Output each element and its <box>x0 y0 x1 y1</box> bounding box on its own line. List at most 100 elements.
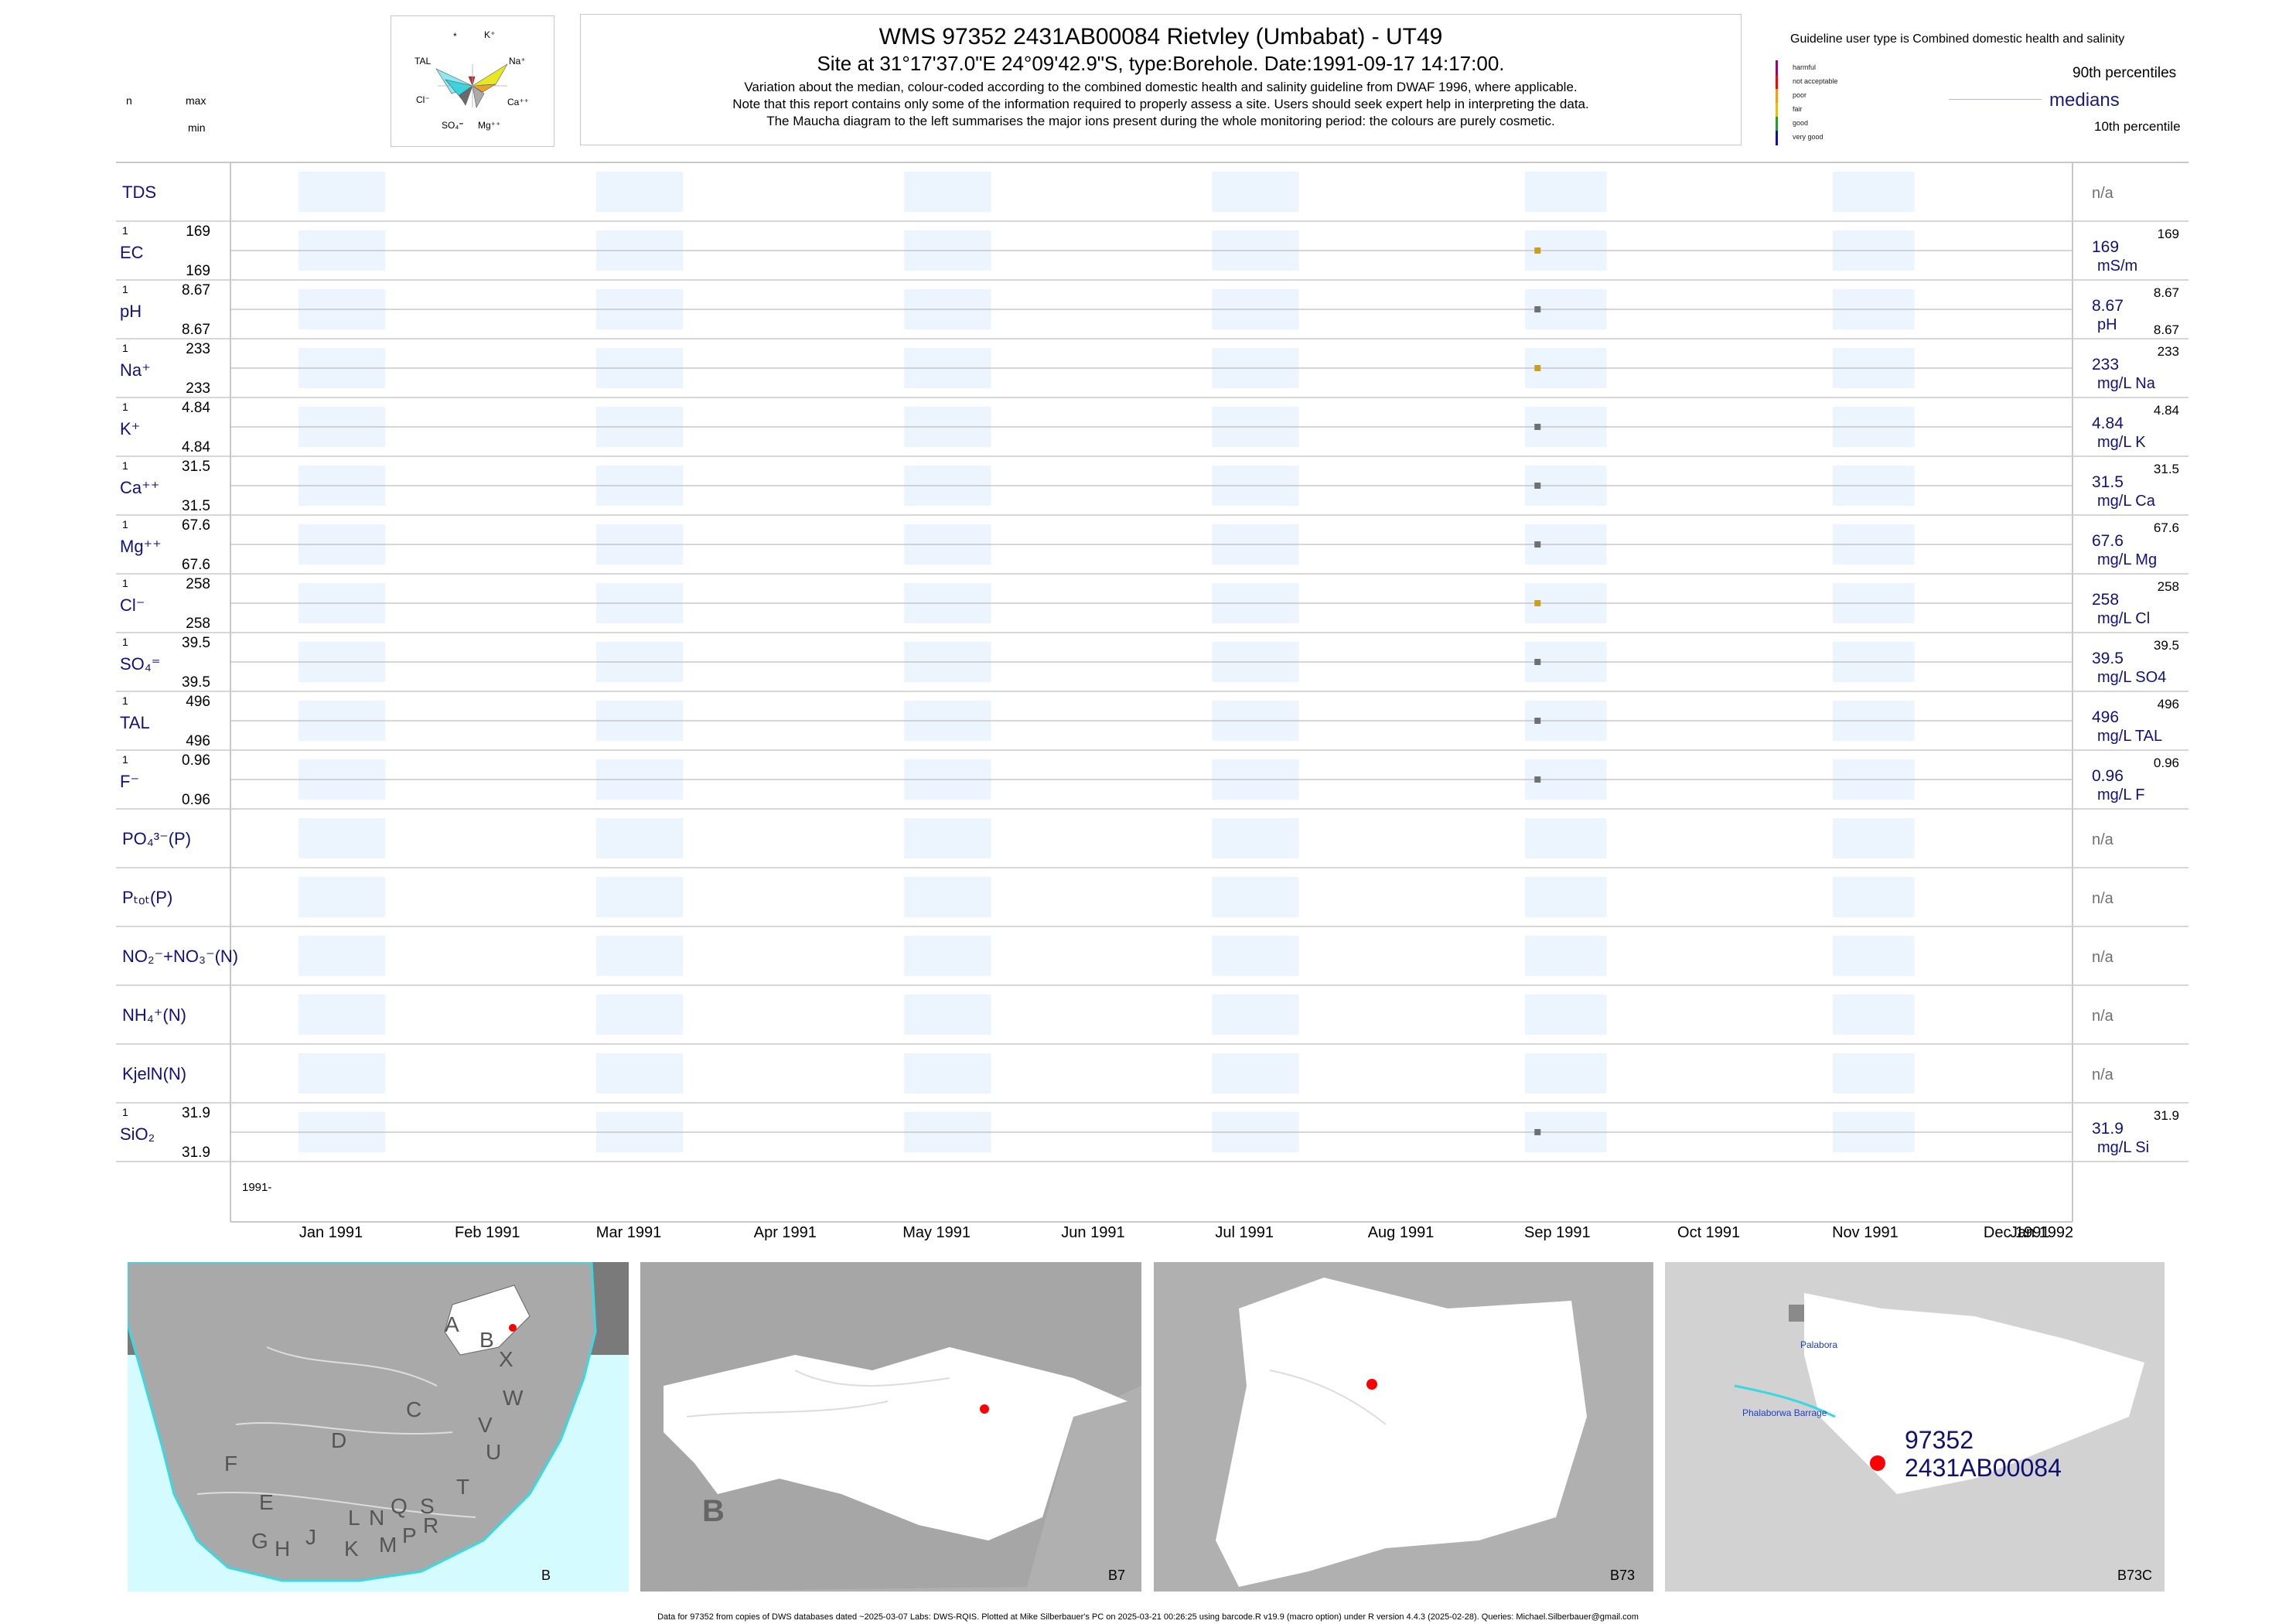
param-n-Mg: 1 <box>122 518 128 531</box>
param-p90-Mg: 67.6 <box>2154 520 2179 535</box>
month-band <box>596 936 684 976</box>
month-band <box>1832 172 1915 212</box>
map-b73c: Palabora Phalaborwa Barrage 97352 2431AB… <box>1665 1262 2165 1592</box>
map1-region-w: W <box>503 1386 524 1410</box>
month-band <box>1212 818 1299 858</box>
param-label-pH: pH <box>120 302 142 321</box>
param-unit-Na: mg/L Na <box>2097 375 2156 392</box>
guideline-colorbar <box>1776 60 1778 145</box>
data-point-Cl <box>1534 600 1541 606</box>
param-median-SO4: 39.5 <box>2092 650 2124 667</box>
month-band <box>1524 995 1607 1035</box>
month-band <box>1832 995 1915 1035</box>
param-unit-K: mg/L K <box>2097 434 2146 451</box>
month-band <box>904 1053 991 1093</box>
map1-corner-label: B <box>541 1568 551 1583</box>
map1-region-h: H <box>275 1537 291 1561</box>
map1-region-g: G <box>251 1529 268 1553</box>
param-na-KjelN: n/a <box>2092 1066 2114 1083</box>
param-label-F: F⁻ <box>120 772 139 791</box>
x-tick-label: Jan 1991 <box>299 1224 363 1241</box>
x-tick-label: May 1991 <box>902 1224 971 1241</box>
month-band <box>1832 877 1915 917</box>
title-line-1: WMS 97352 2431AB00084 Rietvley (Umbabat)… <box>878 24 1443 49</box>
title-line-3: Variation about the median, colour-coded… <box>744 80 1578 94</box>
param-p90-EC: 169 <box>2158 227 2179 241</box>
map4-site-id: 97352 <box>1905 1426 1974 1454</box>
data-point-Na <box>1534 365 1541 371</box>
map1-region-n: N <box>369 1506 385 1530</box>
map1-region-q: Q <box>391 1494 408 1518</box>
map1-region-b: B <box>479 1328 494 1352</box>
param-p90-SO4: 39.5 <box>2154 638 2179 653</box>
param-p90-K: 4.84 <box>2154 403 2179 418</box>
data-point-Ca <box>1534 483 1541 489</box>
param-median-Mg: 67.6 <box>2092 532 2124 550</box>
map1-region-c: C <box>406 1397 422 1421</box>
param-label-NOx: NO₂⁻+NO₃⁻(N) <box>122 947 238 966</box>
param-na-PO4: n/a <box>2092 831 2114 848</box>
map1-region-s: S <box>420 1494 435 1518</box>
data-point-K <box>1534 424 1541 430</box>
map-b7: B B7 <box>640 1262 1141 1592</box>
map1-region-v: V <box>478 1413 493 1437</box>
month-band <box>299 818 386 858</box>
param-max-SO4: 39.5 <box>182 635 210 651</box>
param-label-EC: EC <box>120 243 144 262</box>
header-min: min <box>188 121 206 134</box>
maucha-diagram: * K⁺ Na⁺ Ca⁺⁺ Mg⁺⁺ SO₄⁼ Cl⁻ TAL <box>391 15 554 147</box>
map2-big-letter: B <box>702 1494 725 1528</box>
param-label-PO4: PO₄³⁻(P) <box>122 829 191 848</box>
legend-p10: 10th percentile <box>2094 119 2181 134</box>
param-label-Ptot: Pₜₒₜ(P) <box>122 888 172 907</box>
param-max-Mg: 67.6 <box>182 517 210 534</box>
month-band <box>1832 936 1915 976</box>
param-n-Cl: 1 <box>122 577 128 589</box>
param-n-Ca: 1 <box>122 459 128 472</box>
param-min-EC: 169 <box>186 263 210 279</box>
maucha-label-na: Na⁺ <box>509 56 526 67</box>
maucha-label-star: * <box>453 31 457 42</box>
param-label-SiO2: SiO₂ <box>120 1124 155 1144</box>
map1-region-l: L <box>348 1506 360 1530</box>
param-label-TAL: TAL <box>120 713 150 732</box>
month-band <box>1832 1053 1915 1093</box>
param-na-TDS: n/a <box>2092 185 2114 202</box>
param-min-F: 0.96 <box>182 792 210 808</box>
param-median-SiO2: 31.9 <box>2092 1120 2124 1138</box>
month-band <box>299 1053 386 1093</box>
month-band <box>904 995 991 1035</box>
footer-note: Data for 97352 from copies of DWS databa… <box>657 1612 1639 1622</box>
map1-region-u: U <box>486 1440 502 1464</box>
data-point-SO4 <box>1534 659 1541 665</box>
param-label-K: K⁺ <box>120 419 140 438</box>
param-n-EC: 1 <box>122 224 128 237</box>
month-band <box>904 877 991 917</box>
x-tick-label: Apr 1991 <box>754 1224 817 1241</box>
param-unit-F: mg/L F <box>2097 786 2145 803</box>
header-n: n <box>126 94 132 107</box>
param-p90-pH: 8.67 <box>2154 285 2179 300</box>
month-band <box>299 172 386 212</box>
param-n-Na: 1 <box>122 342 128 354</box>
map4-site-code: 2431AB00084 <box>1905 1454 2062 1482</box>
map-b73: B73 <box>1154 1262 1653 1592</box>
param-min-Cl: 258 <box>186 616 210 632</box>
month-band <box>1212 172 1299 212</box>
x-tick-label: Aug 1991 <box>1368 1224 1435 1241</box>
map1-region-j: J <box>305 1525 316 1549</box>
x-tick-label: Feb 1991 <box>455 1224 520 1241</box>
year-label: 1991- <box>242 1181 271 1194</box>
param-p10-pH: 8.67 <box>2154 322 2179 337</box>
month-band <box>299 936 386 976</box>
param-max-TAL: 496 <box>186 694 210 710</box>
map1-region-t: T <box>456 1475 470 1499</box>
month-band <box>1524 877 1607 917</box>
param-n-F: 1 <box>122 753 128 766</box>
map1-region-e: E <box>259 1490 274 1514</box>
x-tick-label: Nov 1991 <box>1832 1224 1899 1241</box>
maucha-label-mg: Mg⁺⁺ <box>478 120 500 131</box>
title-line-2: Site at 31°17'37.0"E 24°09'42.9"S, type:… <box>817 52 1505 75</box>
legend-medians: medians <box>2049 90 2120 111</box>
